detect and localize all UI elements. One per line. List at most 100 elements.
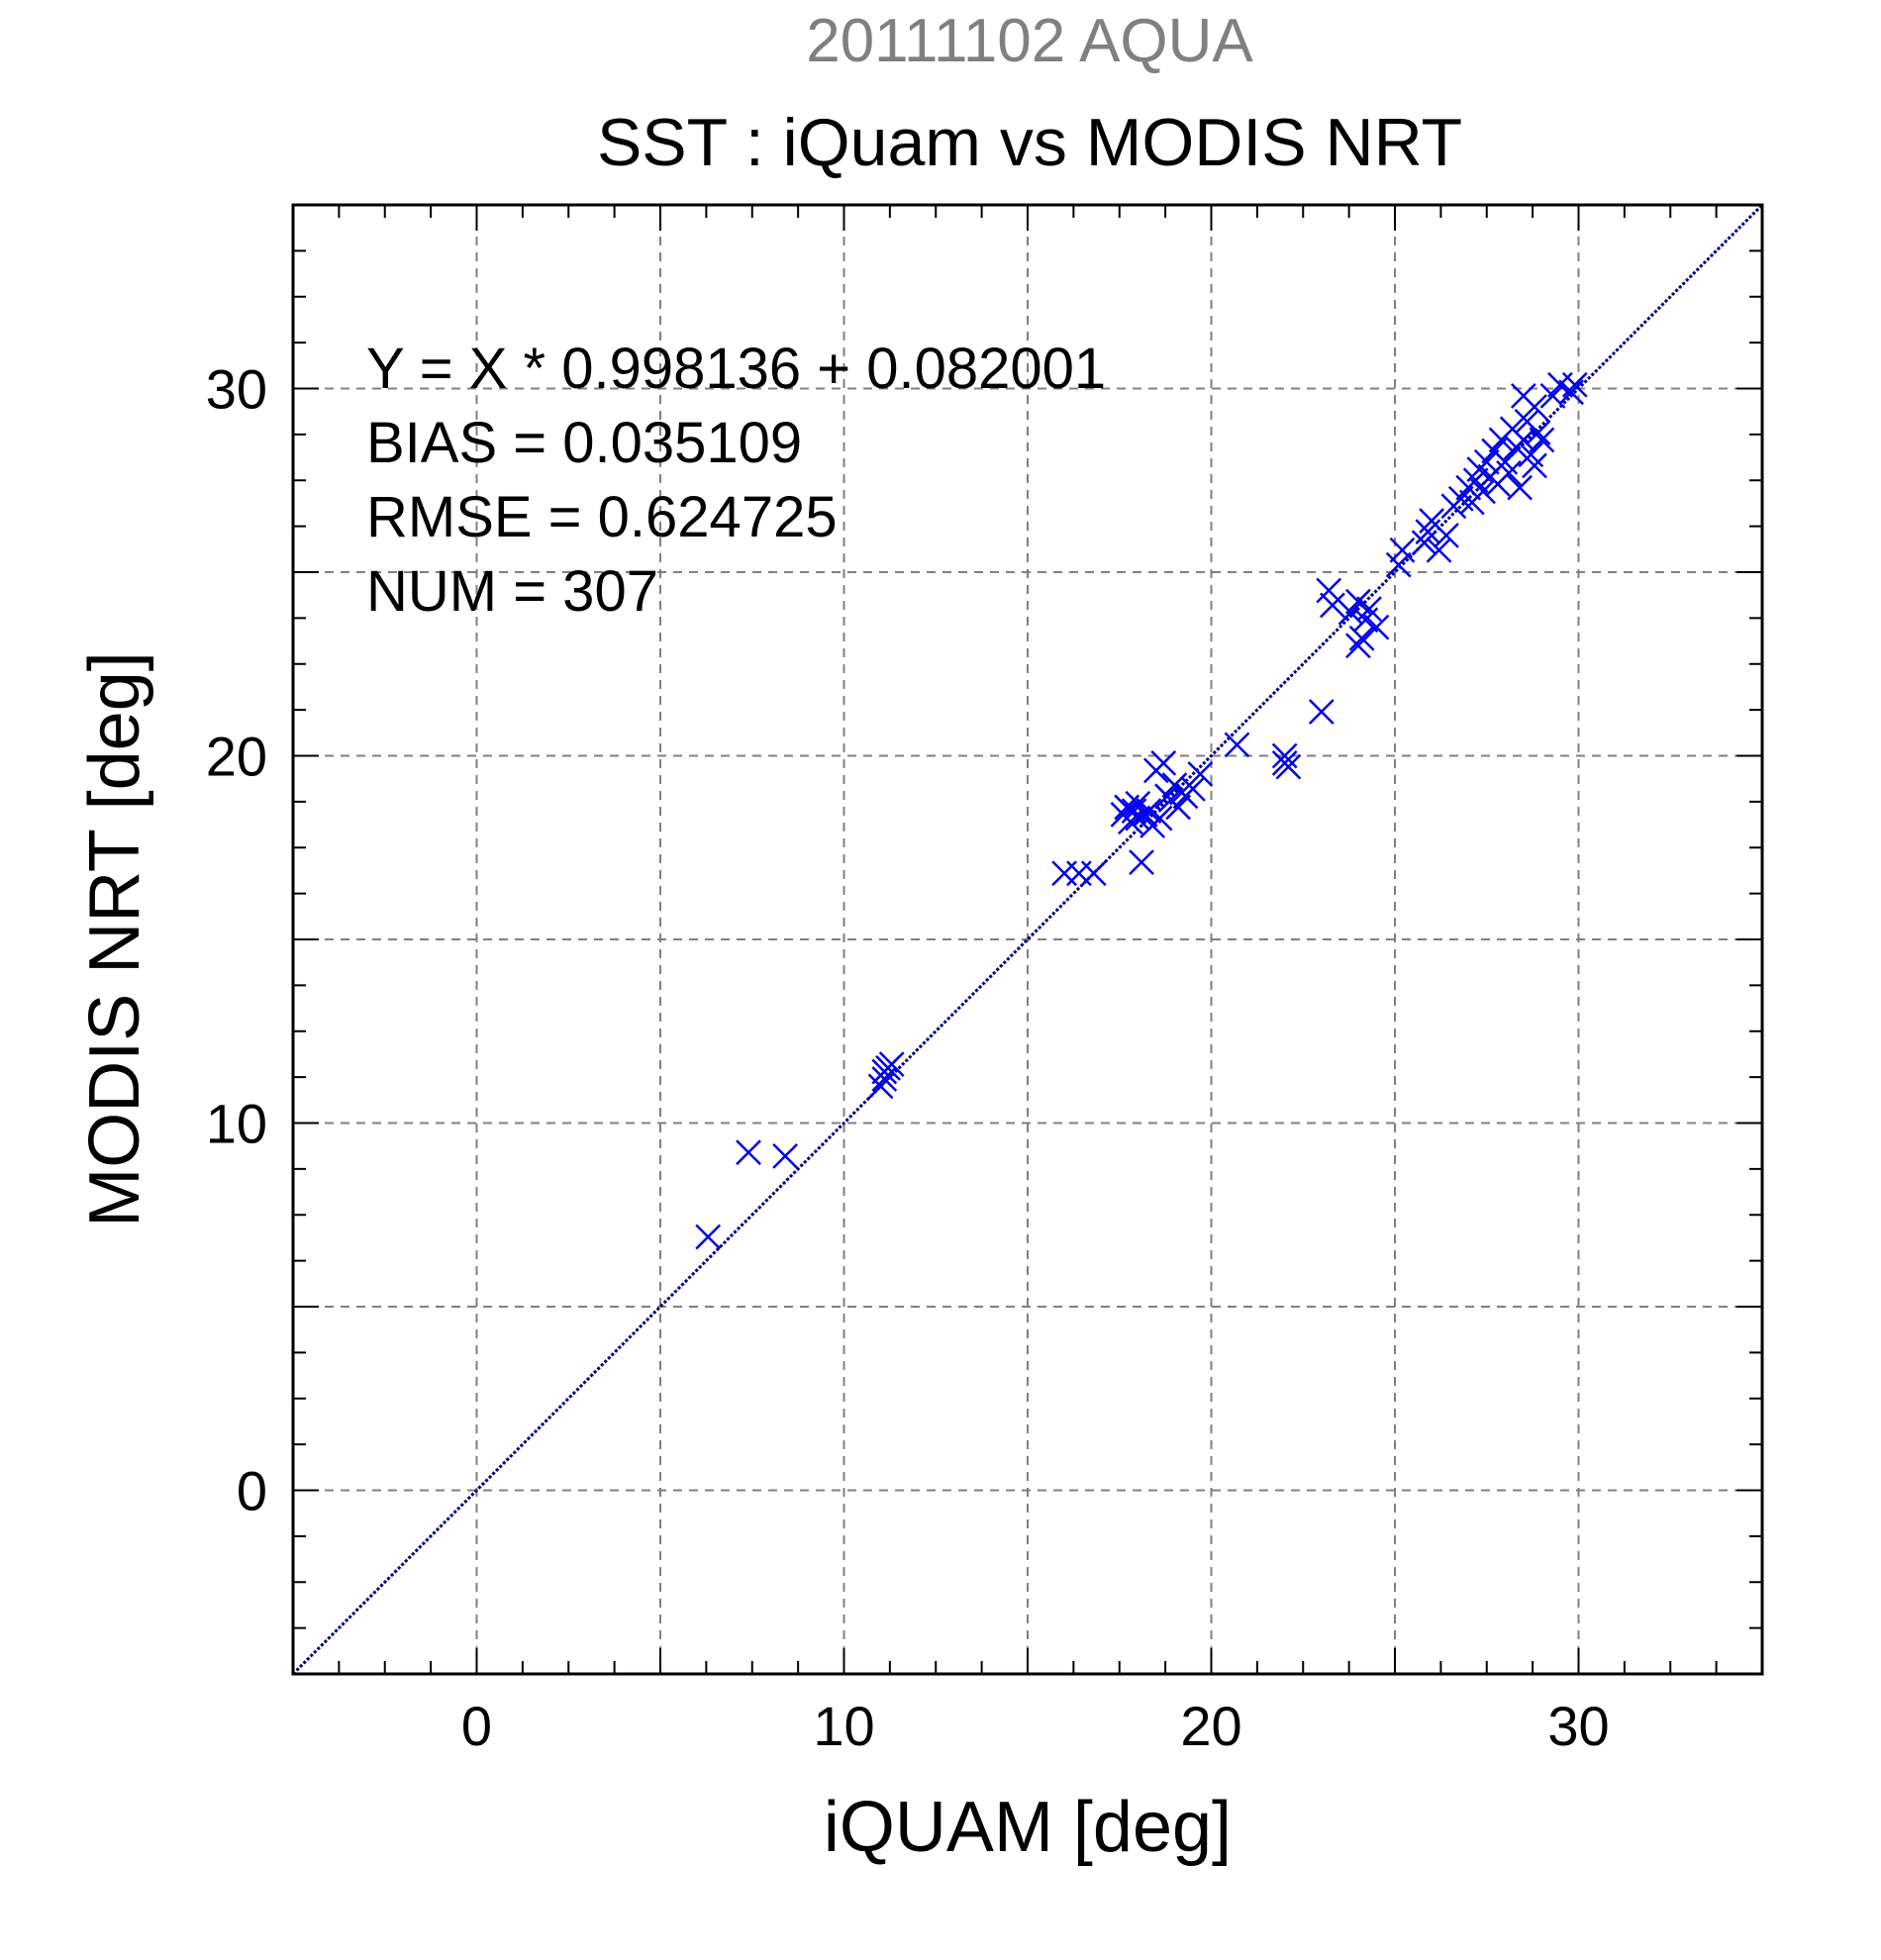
data-point-stroke — [1146, 805, 1173, 832]
data-point — [1271, 742, 1298, 769]
data-point-stroke — [736, 1139, 761, 1166]
data-point — [1473, 448, 1500, 475]
data-point — [1125, 790, 1151, 817]
data-point-stroke — [1320, 592, 1345, 619]
y-tick-label: 10 — [206, 1093, 267, 1155]
data-point — [1320, 592, 1345, 619]
data-point-stroke — [1348, 625, 1375, 651]
data-point-stroke — [772, 1143, 799, 1169]
data-point-stroke — [695, 1224, 722, 1250]
chart-supertitle: 20111102 AQUA — [806, 7, 1253, 75]
data-point — [1180, 776, 1206, 802]
data-point — [1080, 860, 1107, 887]
data-point — [695, 1224, 722, 1250]
chart-title: SST : iQuam vs MODIS NRT — [597, 105, 1462, 180]
data-point-stroke — [1518, 441, 1544, 468]
data-point — [1507, 474, 1534, 501]
data-points — [695, 371, 1588, 1250]
data-point-stroke — [1419, 508, 1444, 534]
data-point-stroke — [1525, 420, 1551, 445]
data-point — [1525, 420, 1551, 445]
data-point-stroke — [1271, 742, 1298, 769]
data-point-stroke — [1385, 551, 1412, 578]
data-point-stroke — [1125, 790, 1151, 817]
data-point-stroke — [1180, 776, 1206, 802]
data-point-stroke — [878, 1051, 905, 1078]
x-tick-label: 30 — [1547, 1695, 1609, 1757]
data-point-stroke — [1561, 371, 1588, 398]
data-point-stroke — [1165, 794, 1191, 821]
data-point — [871, 1066, 898, 1092]
data-point — [878, 1051, 905, 1078]
data-point-stroke — [1337, 599, 1364, 626]
data-point — [1136, 798, 1162, 825]
data-point-stroke — [1187, 761, 1214, 787]
data-point-stroke — [871, 1066, 898, 1092]
data-point — [1348, 625, 1375, 651]
y-axis-label: MODIS NRT [deg] — [75, 651, 154, 1227]
data-point-stroke — [1136, 798, 1162, 825]
data-point-stroke — [1275, 753, 1302, 780]
data-point-stroke — [1539, 383, 1566, 409]
data-point — [1316, 577, 1342, 604]
data-point — [1345, 633, 1371, 659]
data-point-stroke — [1356, 596, 1382, 622]
data-point-stroke — [1224, 732, 1250, 758]
data-point — [1146, 805, 1173, 832]
plot-area — [291, 203, 1764, 1676]
data-point-stroke — [1080, 860, 1107, 887]
data-point-stroke — [1510, 427, 1536, 453]
data-point-stroke — [1434, 523, 1459, 548]
tick-labels: 0 10 20 30 0 10 20 30 — [206, 358, 1610, 1758]
data-point-stroke — [1316, 577, 1342, 604]
data-point — [1308, 699, 1335, 725]
data-point-stroke — [1529, 427, 1555, 453]
data-point — [1470, 478, 1496, 505]
data-point-stroke — [1129, 849, 1154, 875]
data-point-stroke — [1496, 459, 1522, 486]
stats-num: NUM = 307 — [366, 559, 658, 624]
data-point — [1522, 452, 1547, 479]
x-tick-label: 20 — [1180, 1695, 1241, 1757]
stats-rmse: RMSE = 0.624725 — [366, 485, 838, 549]
stats-box: Y = X * 0.998136 + 0.082001 BIAS = 0.035… — [366, 337, 1106, 624]
data-point — [1051, 860, 1077, 887]
data-point — [1558, 379, 1584, 406]
data-point-stroke — [1492, 448, 1519, 475]
data-point-stroke — [1510, 383, 1536, 409]
data-point-stroke — [1345, 588, 1371, 615]
data-point-stroke — [1389, 537, 1416, 563]
stats-bias: BIAS = 0.035109 — [366, 411, 802, 475]
data-point-stroke — [1507, 474, 1534, 501]
y-tick-label: 20 — [206, 726, 267, 788]
data-point — [867, 1073, 894, 1100]
data-point-stroke — [1470, 478, 1496, 505]
data-point — [1066, 860, 1092, 887]
data-point — [1496, 459, 1522, 486]
y-tick-label: 30 — [206, 358, 267, 421]
data-point — [1426, 537, 1452, 563]
x-axis-label: iQUAM [deg] — [824, 1788, 1232, 1867]
stats-regression: Y = X * 0.998136 + 0.082001 — [366, 337, 1106, 401]
data-point — [1187, 761, 1214, 787]
data-point — [1165, 794, 1191, 821]
data-point — [1434, 523, 1459, 548]
data-point — [1150, 750, 1177, 776]
x-tick-label: 0 — [461, 1695, 492, 1757]
data-point — [736, 1139, 761, 1166]
x-tick-label: 10 — [813, 1695, 874, 1757]
data-point — [1561, 371, 1588, 398]
data-point — [1529, 427, 1555, 453]
data-point-stroke — [1426, 537, 1452, 563]
data-point — [1345, 588, 1371, 615]
data-point-stroke — [1345, 633, 1371, 659]
plot-frame — [291, 203, 1764, 1676]
data-point-stroke — [1150, 750, 1177, 776]
data-point — [1224, 732, 1250, 758]
data-point-stroke — [1473, 448, 1500, 475]
data-point — [1129, 849, 1154, 875]
y-tick-label: 0 — [237, 1460, 267, 1522]
data-point-stroke — [1558, 379, 1584, 406]
data-point-stroke — [867, 1073, 894, 1100]
